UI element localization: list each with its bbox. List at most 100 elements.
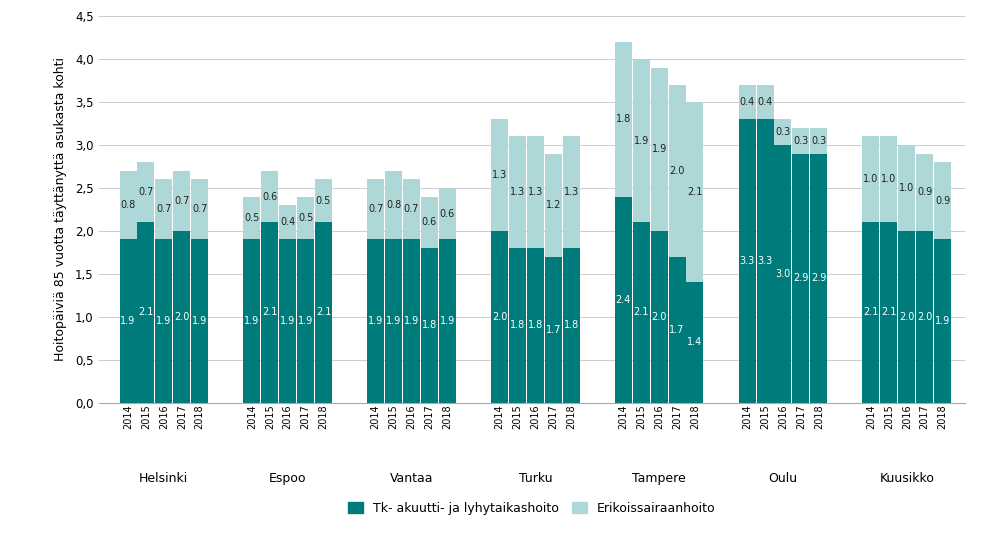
Bar xyxy=(119,171,137,239)
Bar xyxy=(898,145,915,231)
Bar xyxy=(615,196,631,403)
Bar xyxy=(279,205,296,239)
Text: 1.9: 1.9 xyxy=(386,316,401,326)
Bar xyxy=(739,85,755,119)
Bar xyxy=(315,222,332,403)
Text: 0.4: 0.4 xyxy=(280,217,295,227)
Text: 0.6: 0.6 xyxy=(262,191,278,202)
Bar xyxy=(792,128,810,153)
Bar xyxy=(811,153,827,403)
Text: 0.5: 0.5 xyxy=(297,213,313,223)
Bar xyxy=(916,231,933,403)
Bar xyxy=(191,180,208,239)
Text: 2.9: 2.9 xyxy=(811,273,826,283)
Bar xyxy=(632,222,650,403)
Bar xyxy=(881,222,897,403)
Text: 2.0: 2.0 xyxy=(492,312,507,322)
Text: 0.5: 0.5 xyxy=(316,196,331,206)
Bar xyxy=(297,196,314,239)
Bar xyxy=(403,180,420,239)
Bar xyxy=(562,137,579,248)
Text: 1.7: 1.7 xyxy=(670,325,685,335)
Bar xyxy=(315,180,332,222)
Text: 1.9: 1.9 xyxy=(244,316,259,326)
Text: Helsinki: Helsinki xyxy=(139,472,188,485)
Text: 1.4: 1.4 xyxy=(688,337,702,348)
Text: 2.1: 2.1 xyxy=(882,307,896,318)
Text: 0.6: 0.6 xyxy=(439,209,455,219)
Text: 1.3: 1.3 xyxy=(563,187,579,197)
Bar xyxy=(367,180,384,239)
Text: 0.9: 0.9 xyxy=(917,187,933,197)
Bar xyxy=(669,85,686,257)
Text: 0.7: 0.7 xyxy=(404,205,420,214)
Text: 1.8: 1.8 xyxy=(563,320,579,330)
Text: 2.9: 2.9 xyxy=(793,273,809,283)
Bar xyxy=(562,248,579,403)
Text: 1.9: 1.9 xyxy=(368,316,383,326)
Bar xyxy=(261,171,279,222)
Bar xyxy=(527,248,544,403)
Text: 3.3: 3.3 xyxy=(757,256,772,266)
Bar xyxy=(669,257,686,403)
Text: 0.4: 0.4 xyxy=(757,97,772,107)
Text: 2.0: 2.0 xyxy=(917,312,933,322)
Text: 1.0: 1.0 xyxy=(882,175,896,184)
Bar xyxy=(421,248,438,403)
Bar xyxy=(527,137,544,248)
Text: 1.0: 1.0 xyxy=(864,175,879,184)
Bar xyxy=(421,196,438,248)
Text: 0.9: 0.9 xyxy=(935,196,951,206)
Bar xyxy=(438,188,456,239)
Bar xyxy=(632,59,650,222)
Text: 1.9: 1.9 xyxy=(120,316,136,326)
Text: 2.0: 2.0 xyxy=(670,166,685,176)
Legend: Tk- akuutti- ja lyhytaikashoito, Erikoissairaanhoito: Tk- akuutti- ja lyhytaikashoito, Erikois… xyxy=(344,497,720,520)
Text: 1.9: 1.9 xyxy=(297,316,313,326)
Bar xyxy=(156,180,172,239)
Text: 0.7: 0.7 xyxy=(138,187,154,197)
Bar xyxy=(934,162,952,239)
Bar xyxy=(863,222,880,403)
Text: 2.1: 2.1 xyxy=(138,307,154,318)
Text: 0.6: 0.6 xyxy=(422,217,437,227)
Bar xyxy=(898,231,915,403)
Text: Oulu: Oulu xyxy=(768,472,798,485)
Text: 0.3: 0.3 xyxy=(793,136,809,146)
Bar xyxy=(545,257,561,403)
Text: 1.9: 1.9 xyxy=(157,316,171,326)
Text: 1.2: 1.2 xyxy=(546,200,560,210)
Text: 3.3: 3.3 xyxy=(740,256,755,266)
Text: 2.0: 2.0 xyxy=(899,312,914,322)
Bar xyxy=(438,239,456,403)
Bar xyxy=(385,239,402,403)
Bar xyxy=(756,119,773,403)
Bar xyxy=(491,119,508,231)
Text: 2.1: 2.1 xyxy=(633,307,649,318)
Bar xyxy=(191,239,208,403)
Text: 1.0: 1.0 xyxy=(899,183,914,193)
Text: 0.7: 0.7 xyxy=(174,196,189,206)
Text: 0.7: 0.7 xyxy=(157,205,171,214)
Bar xyxy=(863,137,880,222)
Text: 2.1: 2.1 xyxy=(863,307,879,318)
Bar xyxy=(545,153,561,257)
Text: 1.9: 1.9 xyxy=(192,316,207,326)
Text: 2.1: 2.1 xyxy=(316,307,331,318)
Text: 1.3: 1.3 xyxy=(492,170,507,180)
Bar xyxy=(756,85,773,119)
Bar xyxy=(792,153,810,403)
Text: 3.0: 3.0 xyxy=(775,269,791,279)
Bar xyxy=(774,119,792,145)
Bar xyxy=(385,171,402,239)
Bar xyxy=(138,162,155,222)
Bar xyxy=(615,42,631,196)
Text: Espoo: Espoo xyxy=(269,472,306,485)
Text: 1.9: 1.9 xyxy=(404,316,420,326)
Bar xyxy=(651,231,668,403)
Text: 0.8: 0.8 xyxy=(386,200,401,210)
Text: Vantaa: Vantaa xyxy=(390,472,433,485)
Bar xyxy=(367,239,384,403)
Bar xyxy=(687,102,703,282)
Bar xyxy=(509,248,526,403)
